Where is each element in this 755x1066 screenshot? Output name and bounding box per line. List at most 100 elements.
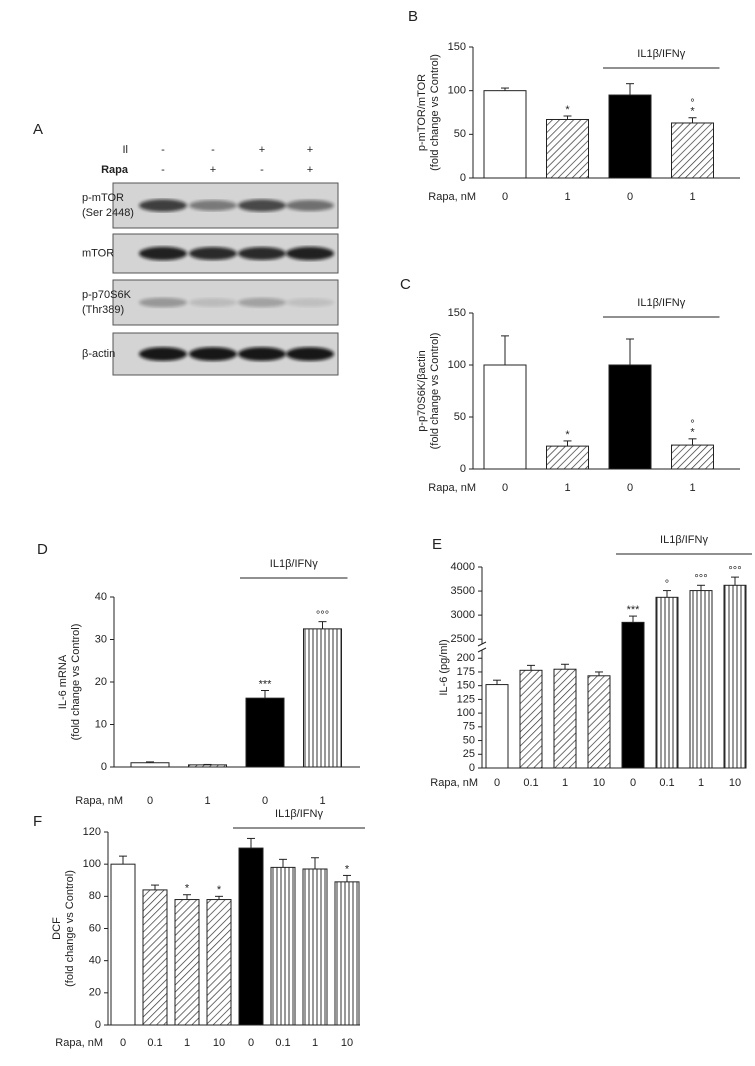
condition-label: Rapa [101,164,129,176]
y-tick-label: 175 [457,666,475,678]
bar [302,868,328,1026]
bar [174,899,200,1026]
condition-sign: - [211,144,215,156]
band-label: p-p70S6K [82,289,132,301]
blot-band [189,246,237,261]
treatment-label: IL1β/IFNγ [660,534,708,546]
y-axis-label: IL-6 (pg/ml) [438,639,450,695]
panel-label: A [33,121,43,138]
significance-mark: *** [627,604,641,616]
x-tick-label: 0 [248,1037,254,1049]
bar [142,889,168,1026]
condition-sign: + [307,164,313,176]
y-tick-label: 20 [95,676,107,688]
y-axis-label: (fold change vs Control) [429,54,441,171]
band-label: mTOR [82,247,114,259]
x-tick-label: 0 [494,777,500,789]
bar [553,668,577,769]
x-tick-label: 1 [562,777,568,789]
y-tick-label: 10 [95,718,107,730]
axis-break [477,647,487,653]
bar [546,445,589,470]
y-tick-label: 50 [454,411,466,423]
y-tick-label: 50 [454,128,466,140]
condition-label: Il [123,144,129,156]
significance-mark: * [690,106,695,118]
axis-break [477,641,487,647]
treatment-label: IL1β/IFNγ [275,808,323,820]
x-tick-label: 1 [204,795,210,807]
x-tick-label: 10 [213,1037,225,1049]
x-tick-label: 0.1 [147,1037,162,1049]
bar [238,847,264,1026]
blot-band [238,347,286,361]
treatment-label: IL1β/IFNγ [637,297,685,309]
y-tick-label: 100 [448,359,466,371]
significance-mark: ° [690,98,694,110]
y-tick-label: 0 [95,1019,101,1031]
significance-mark: °°° [728,565,741,577]
y-tick-label: 125 [457,693,475,705]
bar [608,364,652,470]
y-tick-label: 30 [95,633,107,645]
significance-mark: °°° [694,573,707,585]
y-axis-label: (fold change vs Control) [64,870,76,987]
band-label: (Thr389) [82,304,124,316]
y-tick-label: 20 [89,987,101,999]
bar [270,866,296,1026]
treatment-label: IL1β/IFNγ [270,558,318,570]
x-tick-label: 0 [502,482,508,494]
band-label: β-actin [82,348,115,360]
significance-mark: * [565,429,570,441]
y-axis-label: p-p70S6K/βactin [416,350,428,432]
x-tick-label: 0 [630,777,636,789]
condition-sign: - [161,144,165,156]
x-tick-label: 1 [564,191,570,203]
bar [546,118,589,179]
x-tick-label: 1 [312,1037,318,1049]
y-axis-label: p-mTOR/mTOR [416,74,428,151]
bar [608,94,652,179]
y-tick-label: 0 [469,762,475,774]
bar [689,590,713,769]
blot-band [189,200,237,211]
x-tick-label: 1 [564,482,570,494]
blot-band [238,246,286,261]
y-tick-label: 100 [83,858,101,870]
x-tick-label: 10 [341,1037,353,1049]
x-axis-label: Rapa, nM [55,1037,103,1049]
bar [485,684,509,769]
bar [245,697,285,768]
band-label: p-mTOR [82,192,124,204]
y-tick-label: 200 [457,652,475,664]
band-label: (Ser 2448) [82,207,134,219]
x-tick-label: 1 [184,1037,190,1049]
bar [334,881,360,1026]
y-tick-label: 3500 [451,585,475,597]
x-axis-label: Rapa, nM [75,795,123,807]
y-tick-label: 3000 [451,609,475,621]
bar [130,762,170,768]
y-axis-label: IL-6 mRNA [57,654,69,709]
y-axis-label: (fold change vs Control) [429,333,441,450]
bar [671,122,714,179]
y-axis-label: DCF [51,917,63,940]
x-tick-label: 1 [698,777,704,789]
blot-band [286,347,334,361]
significance-mark: *** [259,678,273,690]
blot-band [238,297,286,308]
bar [483,364,527,470]
blot-band [189,347,237,361]
x-axis-label: Rapa, nM [428,191,476,203]
y-tick-label: 150 [457,680,475,692]
blot-band [286,298,334,307]
significance-mark: ° [690,419,694,431]
significance-mark: °°° [316,610,329,622]
blot-band [139,347,187,361]
x-tick-label: 0 [120,1037,126,1049]
y-tick-label: 80 [89,890,101,902]
x-tick-label: 0 [147,795,153,807]
x-tick-label: 1 [689,191,695,203]
y-tick-label: 25 [463,748,475,760]
